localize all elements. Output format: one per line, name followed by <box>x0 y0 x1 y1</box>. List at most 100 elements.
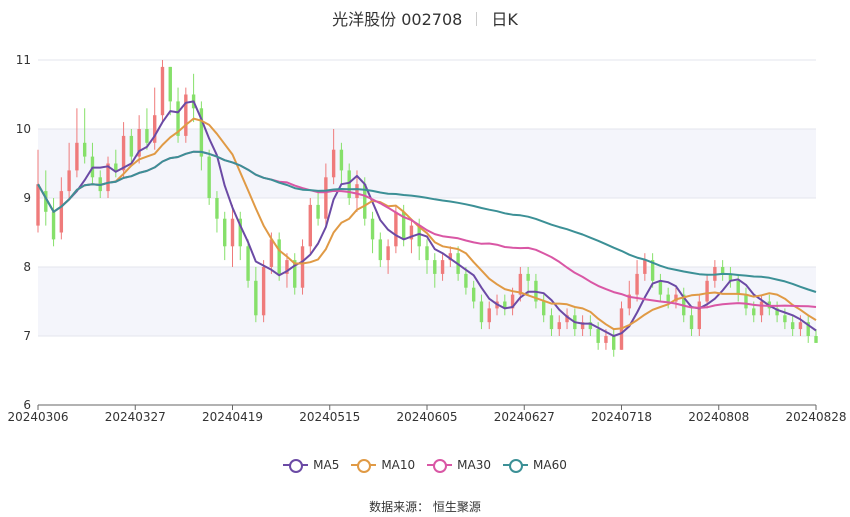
candle-body <box>308 204 312 247</box>
candle-body <box>160 66 165 116</box>
candle-body <box>246 246 250 281</box>
legend: MA5 MA10 MA30 MA60 <box>0 458 850 475</box>
candle <box>549 308 554 336</box>
candle <box>643 253 647 281</box>
moving-average-lines <box>37 100 817 337</box>
candle-body <box>650 260 655 281</box>
candle-body <box>542 301 546 316</box>
candle-body <box>689 315 694 330</box>
candle-body <box>471 287 476 302</box>
candle <box>790 315 795 336</box>
candle <box>153 87 157 150</box>
candle <box>339 142 344 185</box>
y-tick-label: 9 <box>23 191 31 205</box>
legend-item-ma10[interactable]: MA10 <box>351 458 416 473</box>
candle-body <box>36 184 40 226</box>
legend-item-ma30[interactable]: MA30 <box>427 458 491 473</box>
candle <box>433 253 437 288</box>
x-tick-label: 20240605 <box>396 410 457 424</box>
candle-body <box>199 108 204 157</box>
candle-body <box>580 322 585 330</box>
candle-body <box>293 260 297 288</box>
candle <box>261 260 266 323</box>
x-tick-label: 20240419 <box>202 410 263 424</box>
candle <box>51 198 56 247</box>
candle <box>720 260 725 281</box>
candle-body <box>503 301 507 309</box>
candle <box>479 294 484 330</box>
candle-body <box>798 322 803 330</box>
candle <box>324 163 328 226</box>
candle-body <box>176 101 180 136</box>
candle <box>176 87 180 143</box>
period-tab[interactable]: 日K <box>491 10 518 29</box>
legend-label: MA10 <box>381 458 416 472</box>
candle <box>425 239 429 274</box>
candle-body <box>129 135 134 157</box>
candle <box>168 66 172 116</box>
y-tick-label: 8 <box>23 260 31 274</box>
candle-body <box>588 322 593 330</box>
series-line-ma60 <box>37 150 817 293</box>
candle <box>59 177 64 240</box>
candle-body <box>806 322 810 336</box>
title-separator <box>476 12 478 26</box>
candle-body <box>728 273 733 281</box>
candle <box>347 163 351 205</box>
legend-swatch <box>283 458 309 473</box>
candle-body <box>720 267 725 274</box>
y-tick-label: 11 <box>16 53 31 67</box>
candle <box>67 142 71 198</box>
candle-body <box>440 260 445 274</box>
candle-body <box>775 308 779 316</box>
candlestick-chart: 6 7 8 9 10 11 20240306 20240327 20240419 2024051… <box>7 53 846 424</box>
candle-body <box>378 239 383 261</box>
x-tick-label: 20240627 <box>494 410 555 424</box>
candle-body <box>487 308 491 323</box>
candle <box>300 239 305 295</box>
candle-body <box>370 218 375 240</box>
candle-body <box>604 336 608 343</box>
candle-body <box>409 225 414 240</box>
candle <box>658 273 663 302</box>
candle-body <box>44 191 48 212</box>
candle <box>277 232 281 281</box>
candle-body <box>627 294 631 309</box>
y-tick-label: 7 <box>23 329 31 343</box>
candle-body <box>417 225 421 247</box>
candle <box>588 315 593 336</box>
x-tick-label: 20240515 <box>299 410 360 424</box>
candle <box>331 129 336 185</box>
candle <box>619 301 624 350</box>
legend-swatch <box>351 458 377 473</box>
candle-body <box>697 301 701 330</box>
legend-label: MA5 <box>313 458 340 472</box>
candle-body <box>643 260 647 274</box>
candle-body <box>230 218 235 247</box>
candle-body <box>790 322 795 330</box>
candle-body <box>316 204 320 219</box>
candle-body <box>394 211 398 247</box>
candle-body <box>759 301 764 316</box>
candle <box>246 239 250 288</box>
candle-body <box>479 301 484 323</box>
candle <box>75 108 79 178</box>
candle <box>487 301 491 330</box>
data-source: 数据来源： 恒生聚源 <box>369 500 481 514</box>
y-tick-label: 6 <box>23 398 31 412</box>
candle <box>36 149 40 233</box>
candle <box>650 253 655 288</box>
x-tick-label: 20240306 <box>7 410 68 424</box>
legend-item-ma5[interactable]: MA5 <box>283 458 340 473</box>
candle <box>370 211 375 254</box>
candle-body <box>752 308 756 316</box>
candle-body <box>612 336 616 350</box>
candle-body <box>114 163 118 171</box>
legend-item-ma60[interactable]: MA60 <box>503 458 567 473</box>
candle <box>814 329 818 343</box>
candle-body <box>215 198 219 219</box>
candle <box>230 204 235 267</box>
legend-swatch <box>503 458 529 473</box>
candle-body <box>744 294 748 309</box>
candle <box>612 329 616 357</box>
